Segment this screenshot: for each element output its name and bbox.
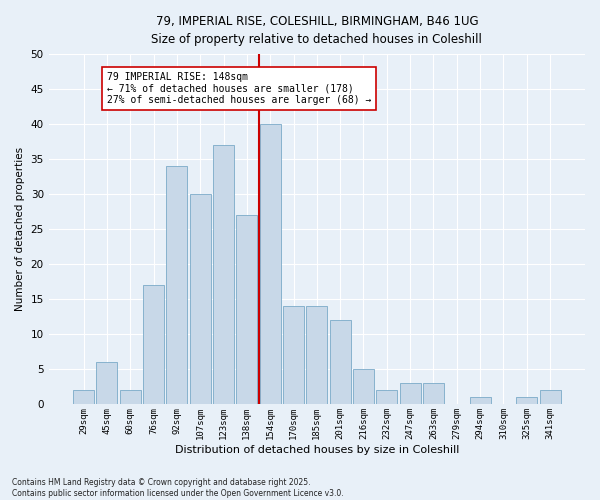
Bar xyxy=(539,390,560,404)
Bar xyxy=(376,390,397,404)
Bar xyxy=(353,370,374,404)
Text: 79 IMPERIAL RISE: 148sqm
← 71% of detached houses are smaller (178)
27% of semi-: 79 IMPERIAL RISE: 148sqm ← 71% of detach… xyxy=(107,72,371,105)
Bar xyxy=(190,194,211,404)
Bar xyxy=(470,398,491,404)
Bar xyxy=(423,384,444,404)
Bar xyxy=(143,286,164,405)
Bar xyxy=(166,166,187,404)
X-axis label: Distribution of detached houses by size in Coleshill: Distribution of detached houses by size … xyxy=(175,445,459,455)
Bar xyxy=(213,145,234,405)
Bar xyxy=(400,384,421,404)
Text: Contains HM Land Registry data © Crown copyright and database right 2025.
Contai: Contains HM Land Registry data © Crown c… xyxy=(12,478,344,498)
Bar xyxy=(283,306,304,404)
Bar xyxy=(73,390,94,404)
Title: 79, IMPERIAL RISE, COLESHILL, BIRMINGHAM, B46 1UG
Size of property relative to d: 79, IMPERIAL RISE, COLESHILL, BIRMINGHAM… xyxy=(151,15,482,46)
Bar xyxy=(120,390,140,404)
Bar xyxy=(260,124,281,404)
Y-axis label: Number of detached properties: Number of detached properties xyxy=(15,147,25,312)
Bar xyxy=(236,216,257,404)
Bar xyxy=(516,398,537,404)
Bar xyxy=(97,362,118,405)
Bar xyxy=(307,306,328,404)
Bar xyxy=(329,320,350,404)
